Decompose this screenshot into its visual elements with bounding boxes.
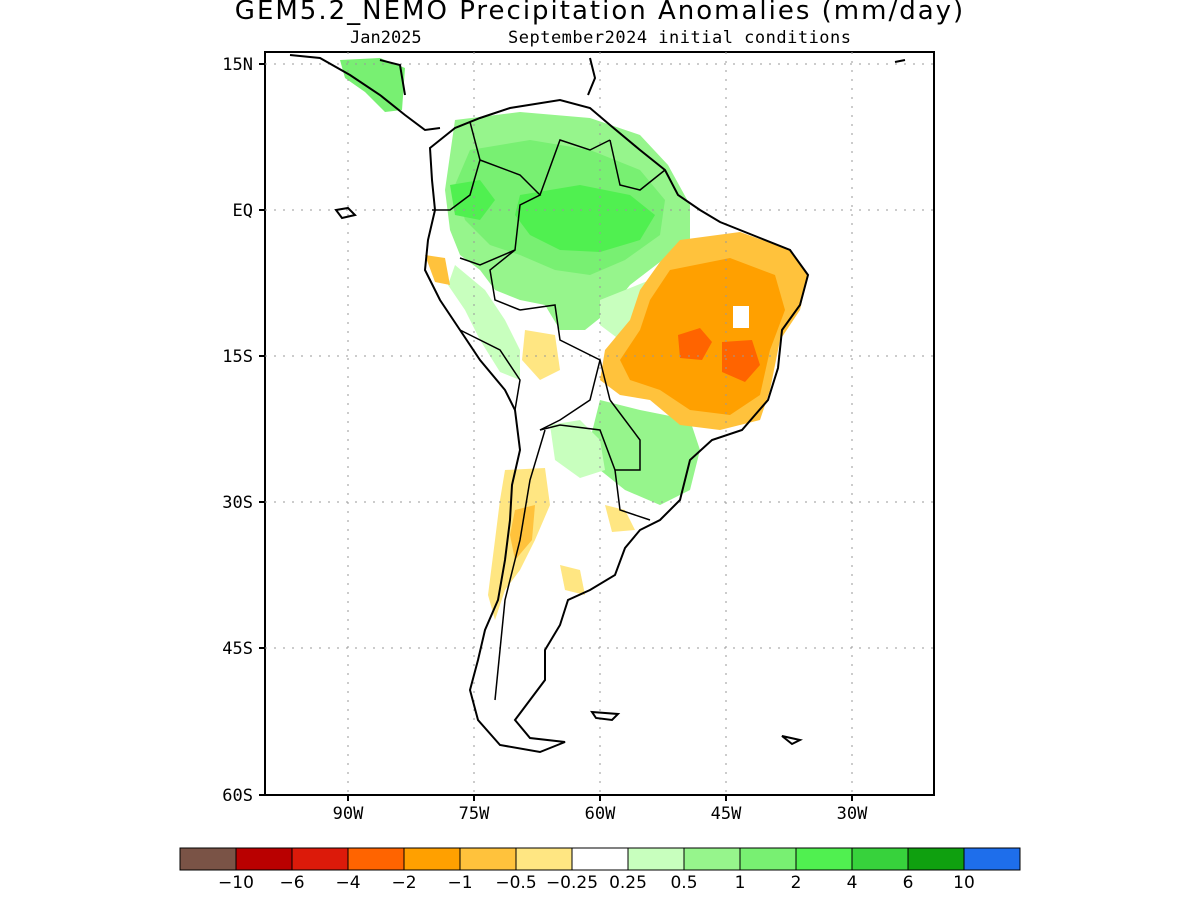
colorbar-tick-label: 4 [847, 873, 858, 893]
lat-label-45s: 45S [222, 639, 253, 659]
colorbar-tick-label: −0.5 [495, 873, 536, 893]
caribbean-islands [587, 57, 906, 96]
colorbar-tick-label: −2 [391, 873, 416, 893]
country-borders [432, 121, 666, 701]
anomaly-shading [340, 58, 808, 620]
dry-anomaly-uruguay [605, 505, 635, 532]
lon-label-60w: 60W [585, 804, 616, 824]
colorbar-tick-label: −4 [335, 873, 360, 893]
wet-anomaly-colombia [450, 180, 495, 220]
colorbar-tick-label: 0.25 [609, 873, 647, 893]
lat-label-60s: 60S [222, 786, 253, 806]
central-america-north [379, 59, 406, 96]
colorbar-tick-label: 2 [791, 873, 802, 893]
colorbar-swatch [795, 847, 853, 871]
lon-label-45w: 45W [711, 804, 742, 824]
colorbar-tick-label: 10 [953, 873, 975, 893]
colorbar-swatch [963, 847, 1021, 871]
colorbar-swatch [291, 847, 349, 871]
lon-label-30w: 30W [837, 804, 868, 824]
dry-anomaly-andes-core [510, 505, 535, 560]
colorbar-swatch [851, 847, 909, 871]
colorbar-tick-label: 6 [903, 873, 914, 893]
wet-anomaly-center [515, 185, 655, 252]
lon-label-90w: 90W [333, 804, 364, 824]
colorbar-swatch [571, 847, 629, 871]
galapagos-islands [334, 206, 357, 220]
lat-label-15n: 15N [222, 55, 253, 75]
colorbar-swatch [739, 847, 797, 871]
colorbar-tick-label: −6 [279, 873, 304, 893]
lon-label-75w: 75W [459, 804, 490, 824]
colorbar-swatch [683, 847, 741, 871]
colorbar-tick-label: −1 [447, 873, 472, 893]
valid-month-label: Jan2025 [350, 28, 422, 48]
lat-label-30s: 30S [222, 493, 253, 513]
dry-anomaly-max-1 [678, 328, 712, 360]
grid-lines [265, 52, 934, 795]
dry-anomaly-argentina [560, 565, 585, 595]
initial-conditions-label: September2024 initial conditions [508, 28, 852, 48]
central-america-coastline [289, 54, 441, 132]
colorbar-tick-label: −10 [218, 873, 254, 893]
wet-anomaly-peru [448, 265, 520, 380]
colorbar-swatch [179, 847, 237, 871]
south-america-coastline [423, 98, 810, 754]
map-title: GEM5.2_NEMO Precipitation Anomalies (mm/… [234, 0, 966, 26]
dry-anomaly-bolivia [522, 330, 560, 380]
wet-anomaly-central-america [340, 58, 405, 112]
missing-value-cell [733, 306, 749, 328]
axis-ticks [259, 63, 853, 801]
falkland-islands [590, 710, 621, 722]
colorbar-tick-label: 1 [735, 873, 746, 893]
wet-anomaly-paraguay [550, 420, 605, 478]
colorbar-swatch [459, 847, 517, 871]
colorbar-swatch [235, 847, 293, 871]
south-georgia [781, 735, 803, 746]
colorbar-tick-label: −0.25 [546, 873, 598, 893]
colorbar-swatch [403, 847, 461, 871]
lat-label-15s: 15S [222, 347, 253, 367]
dry-anomaly-ecuador [425, 255, 450, 285]
colorbar-swatch [907, 847, 965, 871]
colorbar: −10 −6 −4 −2 −1 −0.5 −0.25 0.25 0.5 1 2 4 6 10 [179, 847, 1021, 893]
coastlines [289, 54, 906, 754]
colorbar-swatch [627, 847, 685, 871]
wet-anomaly-southeast [590, 400, 700, 505]
colorbar-swatch [347, 847, 405, 871]
colorbar-tick-label: 0.5 [670, 873, 697, 893]
lat-label-eq: EQ [233, 201, 253, 221]
dry-anomaly-max-2 [722, 340, 760, 382]
colorbar-swatch [515, 847, 573, 871]
